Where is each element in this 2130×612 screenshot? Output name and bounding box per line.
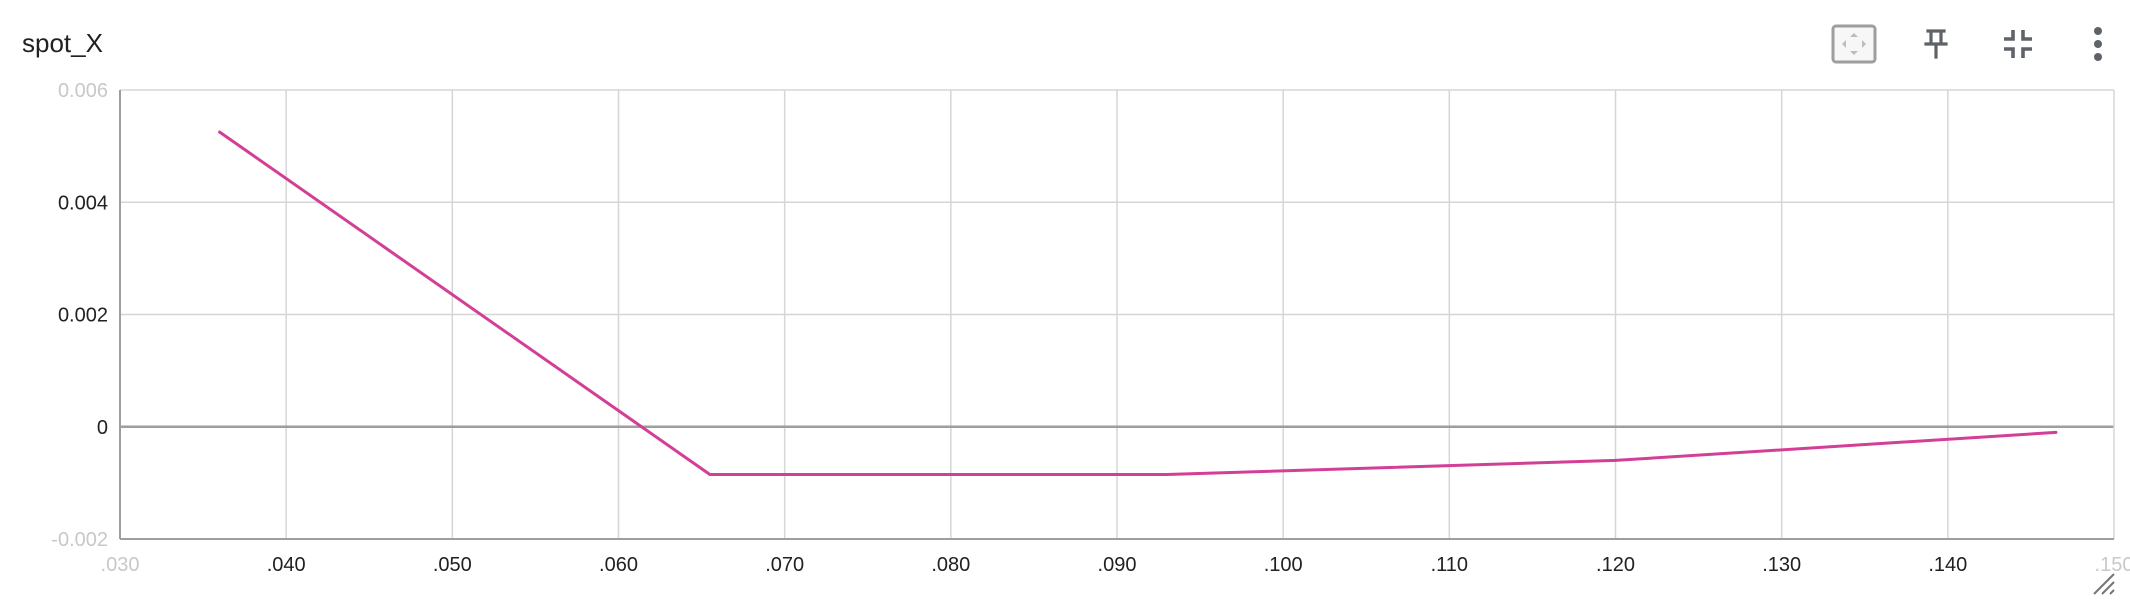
- x-tick-label: .060: [599, 554, 638, 576]
- series-point: [708, 472, 712, 476]
- x-tick-label: .130: [1762, 554, 1801, 576]
- x-tick-label: .040: [267, 554, 306, 576]
- x-tick-label: .120: [1596, 554, 1635, 576]
- resize-handle-icon: [2093, 573, 2115, 595]
- series-point: [1614, 458, 1617, 462]
- x-tick-label: .030: [101, 554, 140, 576]
- y-tick-label: 0.006: [58, 80, 108, 102]
- more-options-button[interactable]: [2074, 20, 2122, 68]
- series-point: [1165, 472, 1169, 476]
- x-tick-label: .110: [1431, 554, 1468, 576]
- chart-toolbar: [1800, 20, 2130, 68]
- x-tick-label: .070: [765, 554, 804, 576]
- x-tick-label: .100: [1264, 554, 1303, 576]
- collapse-icon: [2004, 30, 2032, 58]
- resize-handle[interactable]: [2090, 570, 2116, 596]
- y-tick-label: 0.002: [58, 305, 108, 327]
- y-tick-label: 0.004: [58, 192, 108, 214]
- x-tick-label: .150: [2095, 554, 2130, 576]
- more-vert-icon: [2094, 27, 2102, 61]
- collapse-button[interactable]: [1994, 20, 2042, 68]
- chart-title: spot_X: [22, 28, 103, 58]
- x-tick-label: .140: [1928, 554, 1967, 576]
- series-point: [218, 130, 222, 134]
- fit-to-data-icon: [1831, 24, 1877, 64]
- x-tick-label: .090: [1098, 554, 1137, 576]
- y-tick-label: 0: [97, 417, 108, 439]
- series-point: [2054, 430, 2058, 434]
- series-line: [218, 130, 2058, 476]
- x-tick-label: .080: [931, 554, 970, 576]
- x-tick-label: .050: [433, 554, 472, 576]
- pin-button[interactable]: [1912, 20, 1960, 68]
- y-tick-label: -0.002: [51, 529, 108, 551]
- pin-icon: [1924, 29, 1948, 59]
- fit-to-data-button[interactable]: [1830, 20, 1878, 68]
